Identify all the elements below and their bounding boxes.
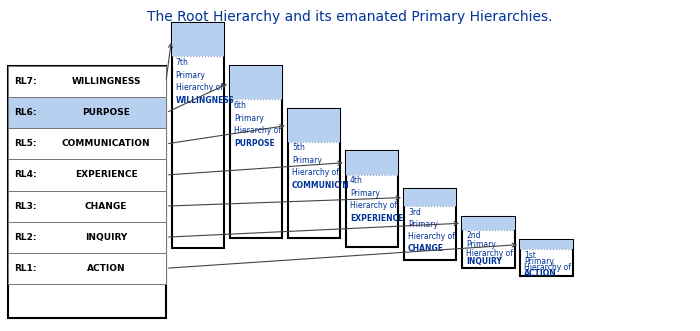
Bar [8, 191, 166, 222]
Text: ACTION: ACTION [524, 269, 557, 278]
Bar [520, 240, 573, 249]
Text: CHANGE: CHANGE [85, 202, 127, 211]
Text: EXPERIENCE: EXPERIENCE [75, 170, 137, 179]
Text: Hierarchy of: Hierarchy of [234, 126, 281, 135]
Bar [8, 66, 166, 97]
Text: EXPERIENCE: EXPERIENCE [350, 214, 403, 223]
Text: 1st: 1st [524, 251, 536, 260]
Text: ROOT HIERARCHY: ROOT HIERARCHY [15, 70, 119, 79]
Text: Hierarchy of: Hierarchy of [466, 249, 513, 258]
Text: CHANGE: CHANGE [408, 244, 444, 254]
Bar [462, 217, 514, 268]
Text: WILLINGNESS: WILLINGNESS [176, 96, 234, 105]
Text: RL4:: RL4: [14, 170, 36, 179]
Text: RL3:: RL3: [14, 202, 36, 211]
Text: WILLINGNESS: WILLINGNESS [71, 77, 141, 86]
Bar [172, 23, 224, 56]
Text: RL5:: RL5: [14, 139, 36, 148]
Text: Hierarchy of: Hierarchy of [176, 83, 223, 92]
Text: 6th: 6th [234, 101, 246, 110]
Text: The Root Hierarchy and its emanated Primary Hierarchies.: The Root Hierarchy and its emanated Prim… [147, 10, 553, 24]
Text: Hierarchy of: Hierarchy of [524, 263, 571, 272]
Bar [8, 253, 166, 284]
Text: RL6:: RL6: [14, 108, 36, 117]
Bar [346, 151, 398, 247]
Bar [288, 109, 340, 142]
Bar [520, 240, 573, 276]
Bar [8, 128, 166, 160]
Bar [404, 189, 456, 260]
Text: RL2:: RL2: [14, 233, 36, 242]
Text: Hierarchy of: Hierarchy of [350, 201, 397, 211]
Bar [404, 189, 456, 207]
Text: Primary: Primary [176, 71, 206, 79]
Text: Primary: Primary [408, 220, 438, 229]
Text: ACTION: ACTION [87, 264, 125, 273]
Text: Primary: Primary [350, 189, 380, 198]
Text: Primary: Primary [292, 156, 322, 165]
Text: 2nd: 2nd [466, 231, 481, 240]
Bar [8, 160, 166, 191]
Bar [346, 151, 398, 175]
Bar [462, 217, 514, 230]
Text: Primary: Primary [466, 240, 496, 249]
Text: 7th: 7th [176, 58, 188, 67]
Bar [8, 222, 166, 253]
Bar [8, 66, 166, 318]
Text: Hierarchy of: Hierarchy of [292, 168, 339, 177]
Bar [288, 109, 340, 238]
Text: RL1:: RL1: [14, 264, 36, 273]
Text: Hierarchy of: Hierarchy of [408, 232, 455, 241]
Text: Primary: Primary [524, 257, 554, 266]
Text: 5th: 5th [292, 143, 304, 152]
Text: COMMUNIC'N: COMMUNIC'N [292, 181, 349, 190]
Text: 3rd: 3rd [408, 208, 421, 217]
Text: INQUIRY: INQUIRY [466, 258, 502, 266]
Bar [8, 97, 166, 128]
Bar [230, 66, 282, 99]
Text: 4th: 4th [350, 176, 363, 185]
Bar [172, 23, 224, 248]
Text: Primary: Primary [234, 114, 264, 122]
Text: PURPOSE: PURPOSE [234, 139, 274, 148]
Text: INQUIRY: INQUIRY [85, 233, 127, 242]
Text: COMMUNICATION: COMMUNICATION [62, 139, 150, 148]
Bar [230, 66, 282, 238]
Text: RL7:: RL7: [14, 77, 36, 86]
Text: PURPOSE: PURPOSE [82, 108, 130, 117]
